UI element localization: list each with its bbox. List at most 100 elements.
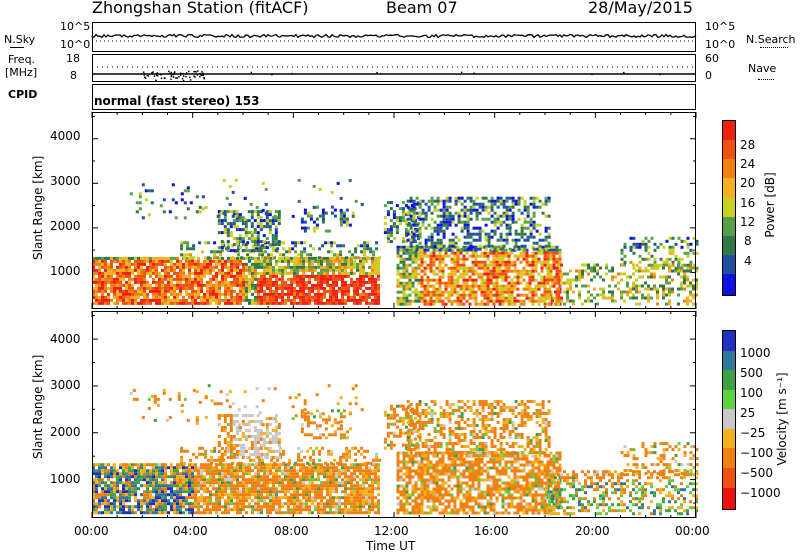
range-cell xyxy=(209,292,212,296)
range-cell xyxy=(155,286,158,290)
range-cell xyxy=(668,236,672,240)
range-cell xyxy=(230,271,233,275)
range-cell xyxy=(263,280,266,284)
range-cell xyxy=(167,256,170,260)
range-cell xyxy=(185,301,188,305)
range-cell xyxy=(510,299,514,303)
range-cell xyxy=(266,496,269,500)
range-cell xyxy=(248,496,251,500)
range-cell xyxy=(324,229,328,233)
range-cell xyxy=(481,196,485,200)
range-cell xyxy=(176,484,179,488)
range-cell xyxy=(242,286,245,290)
range-cell xyxy=(149,271,152,275)
range-cell xyxy=(528,299,532,303)
range-cell xyxy=(356,463,359,467)
range-cell xyxy=(209,265,212,269)
range-cell xyxy=(351,253,355,257)
range-cell xyxy=(158,469,161,473)
range-cell xyxy=(359,484,362,488)
range-cell xyxy=(303,208,307,212)
range-cell xyxy=(287,484,290,488)
range-cell xyxy=(242,490,245,494)
range-cell xyxy=(296,496,299,500)
range-cell xyxy=(686,242,690,246)
range-cell xyxy=(335,259,338,263)
range-cell xyxy=(311,478,314,482)
range-cell xyxy=(541,211,545,215)
range-cell xyxy=(333,214,337,218)
range-cell xyxy=(284,298,287,302)
range-cell xyxy=(278,256,281,260)
range-cell xyxy=(323,256,326,260)
range-cell xyxy=(338,274,341,278)
range-cell xyxy=(671,248,675,252)
range-cell xyxy=(596,293,599,297)
range-cell xyxy=(611,293,614,297)
range-cell xyxy=(143,268,146,272)
range-cell xyxy=(405,287,409,291)
range-cell xyxy=(224,469,227,473)
range-cell xyxy=(227,472,230,476)
range-cell xyxy=(293,298,296,302)
range-cell xyxy=(185,256,188,260)
range-cell xyxy=(218,478,221,482)
range-cell xyxy=(170,502,173,506)
range-cell xyxy=(450,251,454,255)
range-cell xyxy=(149,490,152,494)
range-cell xyxy=(656,263,660,267)
range-cell xyxy=(623,254,627,258)
range-cell xyxy=(167,487,170,491)
range-cell xyxy=(294,250,298,254)
range-cell xyxy=(335,487,338,491)
range-cell xyxy=(451,214,455,218)
range-cell xyxy=(332,274,335,278)
range-cell xyxy=(460,202,464,206)
range-cell xyxy=(128,301,131,305)
range-cell xyxy=(215,502,218,506)
range-cell xyxy=(281,490,284,494)
range-cell xyxy=(420,260,424,264)
range-cell xyxy=(197,481,200,485)
range-cell xyxy=(272,271,275,275)
range-cell xyxy=(284,463,287,467)
range-cell xyxy=(323,508,326,512)
range-cell xyxy=(534,299,538,303)
range-cell xyxy=(421,223,425,227)
range-cell xyxy=(415,202,419,206)
range-cell xyxy=(140,265,143,269)
range-cell xyxy=(131,298,134,302)
range-cell xyxy=(689,290,692,294)
range-cell xyxy=(188,286,191,290)
range-cell xyxy=(188,274,191,278)
range-cell xyxy=(200,496,203,500)
range-cell xyxy=(272,268,275,272)
range-cell xyxy=(110,283,113,287)
range-cell xyxy=(638,254,642,258)
range-cell xyxy=(489,251,493,255)
range-cell xyxy=(555,248,559,252)
beam-title: Beam 07 xyxy=(386,0,458,17)
range-cell xyxy=(505,226,509,230)
range-cell xyxy=(356,292,359,296)
range-cell xyxy=(101,463,104,467)
range-cell xyxy=(486,263,490,267)
range-cell xyxy=(492,257,496,261)
range-cell xyxy=(281,277,284,281)
range-cell xyxy=(563,302,566,306)
range-cell xyxy=(185,289,188,293)
range-cell xyxy=(110,472,113,476)
range-cell xyxy=(617,281,620,285)
range-cell xyxy=(186,189,190,193)
range-cell xyxy=(277,240,281,244)
range-cell xyxy=(356,502,359,506)
range-cell xyxy=(299,280,302,284)
range-cell xyxy=(206,283,209,287)
range-cell xyxy=(540,281,544,285)
range-cell xyxy=(410,204,414,208)
range-cell xyxy=(338,499,341,503)
range-cell xyxy=(233,478,236,482)
range-cell xyxy=(347,265,350,269)
range-cell xyxy=(284,490,287,494)
range-cell xyxy=(224,271,227,275)
